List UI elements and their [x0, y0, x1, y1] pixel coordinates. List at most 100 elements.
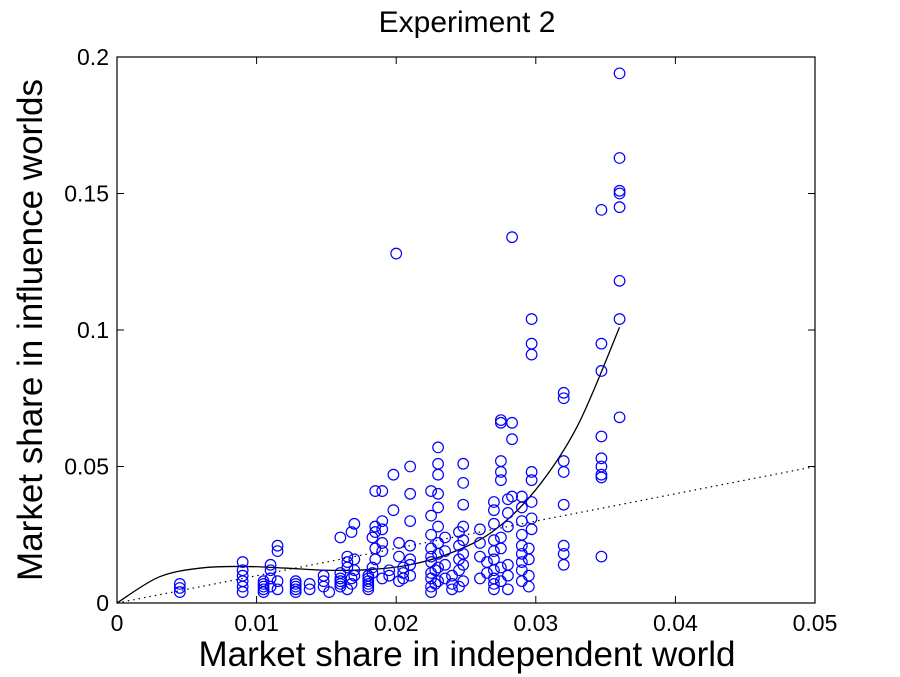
chart-title: Experiment 2: [379, 6, 556, 39]
data-point: [595, 460, 608, 473]
data-point: [613, 313, 626, 325]
data-point: [362, 577, 375, 590]
data-point: [613, 274, 626, 287]
data-point: [501, 558, 514, 571]
data-point: [393, 550, 405, 563]
data-point: [271, 545, 284, 558]
data-point: [345, 577, 358, 590]
data-point: [595, 337, 608, 350]
data-point: [404, 558, 417, 571]
x-axis-title: Market share in independent world: [199, 635, 736, 674]
data-point: [525, 313, 538, 325]
data-point: [457, 457, 470, 470]
x-tick-label: 0.04: [653, 610, 698, 636]
data-point: [432, 561, 444, 574]
plot-area-frame: [116, 56, 816, 604]
data-point: [383, 564, 396, 577]
data-point: [525, 337, 538, 350]
data-point: [613, 187, 626, 200]
data-point: [488, 534, 500, 547]
data-point: [432, 501, 444, 514]
data-points-layer: [173, 67, 626, 598]
data-point: [446, 577, 458, 590]
data-point: [236, 564, 249, 577]
data-point: [429, 577, 442, 590]
data-point: [303, 577, 316, 590]
data-point: [376, 537, 389, 549]
y-tick-label: 0: [96, 590, 109, 616]
data-point: [495, 474, 507, 487]
data-point: [595, 468, 608, 481]
data-point: [264, 558, 277, 571]
data-point: [366, 561, 379, 574]
data-point: [457, 547, 470, 560]
data-point: [334, 575, 347, 588]
data-point: [341, 556, 354, 568]
data-point: [613, 67, 626, 80]
data-point: [488, 517, 500, 530]
y-axis: 0 0.05 0.1 0.15 0.2: [64, 44, 815, 616]
data-point: [488, 553, 500, 566]
data-point: [334, 531, 347, 544]
data-point: [613, 184, 626, 197]
data-point: [376, 523, 389, 536]
data-point: [515, 490, 528, 503]
data-point: [404, 515, 417, 527]
data-point: [506, 231, 518, 244]
fit-curve: [116, 327, 621, 604]
data-point: [289, 580, 302, 593]
data-point: [369, 485, 382, 497]
data-point: [613, 152, 626, 164]
data-point: [595, 203, 608, 216]
data-point: [348, 569, 361, 582]
data-point: [501, 507, 514, 519]
data-point: [495, 455, 507, 467]
data-point: [439, 558, 451, 571]
y-tick-label: 0.15: [64, 181, 109, 207]
data-point: [317, 569, 330, 582]
data-point: [348, 553, 361, 566]
data-point: [264, 572, 277, 585]
data-point: [432, 575, 444, 588]
data-point: [595, 365, 608, 377]
data-point: [595, 430, 608, 443]
data-point: [474, 523, 486, 536]
data-point: [457, 575, 470, 588]
data-point: [557, 539, 570, 552]
data-point: [425, 509, 438, 522]
data-point: [557, 392, 570, 405]
data-point: [334, 580, 347, 593]
data-point: [515, 556, 528, 568]
data-point: [525, 512, 538, 525]
x-tick-label: 0.03: [513, 610, 558, 636]
data-point: [393, 537, 405, 549]
data-point: [173, 586, 186, 598]
data-point: [506, 490, 518, 503]
data-point: [488, 577, 500, 590]
data-point: [271, 583, 284, 596]
data-point: [432, 520, 444, 533]
data-point: [488, 504, 500, 517]
data-point: [429, 564, 442, 577]
data-point: [595, 452, 608, 465]
data-point: [264, 564, 277, 577]
data-point: [404, 460, 417, 473]
data-point: [446, 583, 458, 596]
data-point: [474, 537, 486, 549]
data-point: [376, 515, 389, 527]
data-point: [376, 485, 389, 497]
data-point: [613, 201, 626, 214]
data-point: [387, 468, 400, 481]
data-point: [366, 531, 379, 544]
data-point: [557, 386, 570, 399]
data-point: [495, 561, 507, 574]
data-point: [506, 433, 518, 446]
data-point: [236, 569, 249, 582]
data-point: [425, 528, 438, 541]
data-point: [522, 569, 535, 582]
data-point: [383, 569, 396, 582]
data-point: [457, 476, 470, 489]
data-point: [425, 485, 438, 497]
data-point: [173, 577, 186, 590]
